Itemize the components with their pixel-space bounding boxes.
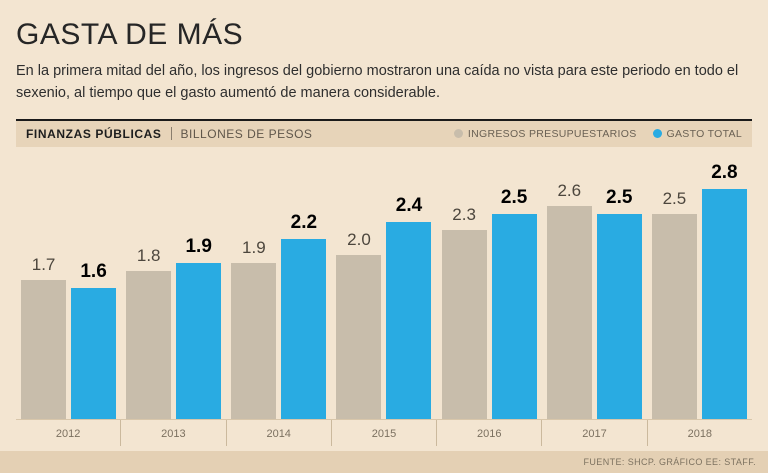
bar-value-gasto: 2.2 <box>290 211 318 233</box>
bar-value-ingresos: 2.3 <box>452 204 476 224</box>
bar-group: 1.9 2.2 <box>226 211 331 419</box>
x-axis-label: 2018 <box>646 419 752 446</box>
legend-label-ingresos: INGRESOS PRESUPUESTARIOS <box>467 127 637 140</box>
bar-wrap-ingresos: 1.8 <box>126 245 172 419</box>
bar-gasto <box>386 221 432 419</box>
bar-wrap-gasto: 1.9 <box>176 235 222 419</box>
bar-ingresos <box>546 205 592 419</box>
bar-wrap-ingresos: 1.7 <box>21 254 67 419</box>
bar-ingresos <box>441 229 487 419</box>
infographic-page: GASTA DE MÁS En la primera mitad del año… <box>16 18 752 446</box>
bar-gasto <box>71 287 117 419</box>
bar-value-gasto: 2.5 <box>606 186 633 208</box>
bar-wrap-ingresos: 2.3 <box>441 204 487 419</box>
bar-ingresos <box>651 213 697 419</box>
source-note: FUENTE: SHCP. GRÁFICO EE: STAFF. <box>0 451 768 473</box>
bar-value-gasto: 2.8 <box>711 161 738 183</box>
bar-wrap-gasto: 1.6 <box>71 260 117 419</box>
x-axis-label: 2015 <box>330 419 436 446</box>
x-axis: 2012 2013 2014 2015 2016 2017 2018 <box>16 418 752 446</box>
bar-wrap-ingresos: 2.0 <box>336 229 382 419</box>
legend: INGRESOS PRESUPUESTARIOS GASTO TOTAL <box>453 127 742 140</box>
bar-ingresos <box>21 279 67 419</box>
bar-wrap-gasto: 2.4 <box>386 194 432 419</box>
bar-value-ingresos: 2.5 <box>662 188 687 208</box>
bar-gasto <box>596 213 642 419</box>
bar-ingresos <box>231 262 277 419</box>
legend-item-ingresos: INGRESOS PRESUPUESTARIOS <box>453 127 637 140</box>
bar-gasto <box>281 238 327 419</box>
bar-ingresos <box>336 254 382 419</box>
bar-gasto <box>701 188 747 419</box>
bar-wrap-gasto: 2.8 <box>701 161 747 419</box>
bar-gasto <box>491 213 537 419</box>
bar-wrap-gasto: 2.5 <box>491 186 537 419</box>
x-axis-label: 2012 <box>55 427 81 440</box>
page-subtitle: En la primera mitad del año, los ingreso… <box>16 63 739 101</box>
bar-value-ingresos: 2.0 <box>347 229 371 249</box>
bar-value-ingresos: 2.6 <box>557 180 582 200</box>
legend-label-gasto: GASTO TOTAL <box>666 127 742 140</box>
x-axis-label: 2017 <box>541 419 646 446</box>
page-title: GASTA DE MÁS <box>16 18 244 51</box>
chart-header-labels: FINANZAS PÚBLICAS BILLONES DE PESOS <box>26 127 312 141</box>
legend-item-gasto: GASTO TOTAL <box>652 127 742 140</box>
bar-group: 2.3 2.5 <box>437 186 542 419</box>
bar-value-gasto: 1.6 <box>80 260 107 282</box>
x-axis-label: 2013 <box>120 419 225 446</box>
bar-value-gasto: 2.4 <box>395 194 423 216</box>
bar-group: 2.5 2.8 <box>647 161 752 419</box>
bar-wrap-ingresos: 2.5 <box>651 188 697 419</box>
ingresos-legend-dot <box>453 129 463 138</box>
bar-value-ingresos: 1.8 <box>136 245 161 265</box>
bar-group: 1.7 1.6 <box>16 254 121 419</box>
x-axis-label: 2016 <box>436 419 541 446</box>
bar-gasto <box>176 262 222 419</box>
x-axis-label: 2014 <box>225 419 331 446</box>
bar-ingresos <box>126 270 172 419</box>
bar-chart: 1.7 1.6 1.8 1.9 1.9 2.2 2.0 2.4 2.3 2.5 2.6 2.5 2.5 2… <box>16 161 752 419</box>
section-label: FINANZAS PÚBLICAS <box>26 126 162 141</box>
bar-wrap-ingresos: 2.6 <box>546 180 592 419</box>
bar-group: 2.0 2.4 <box>331 194 436 419</box>
bar-value-ingresos: 1.7 <box>31 254 56 274</box>
bar-value-gasto: 2.5 <box>500 186 528 208</box>
bar-value-gasto: 1.9 <box>185 235 212 257</box>
bar-value-ingresos: 1.9 <box>242 237 266 257</box>
chart-header-band: FINANZAS PÚBLICAS BILLONES DE PESOS INGR… <box>16 118 752 147</box>
bar-wrap-ingresos: 1.9 <box>231 237 277 419</box>
bar-wrap-gasto: 2.5 <box>596 186 642 419</box>
bar-group: 2.6 2.5 <box>542 180 647 419</box>
bar-wrap-gasto: 2.2 <box>281 211 327 419</box>
vertical-divider <box>170 127 172 140</box>
bar-group: 1.8 1.9 <box>121 235 226 419</box>
gasto-legend-dot <box>652 129 662 138</box>
units-label: BILLONES DE PESOS <box>180 126 313 141</box>
